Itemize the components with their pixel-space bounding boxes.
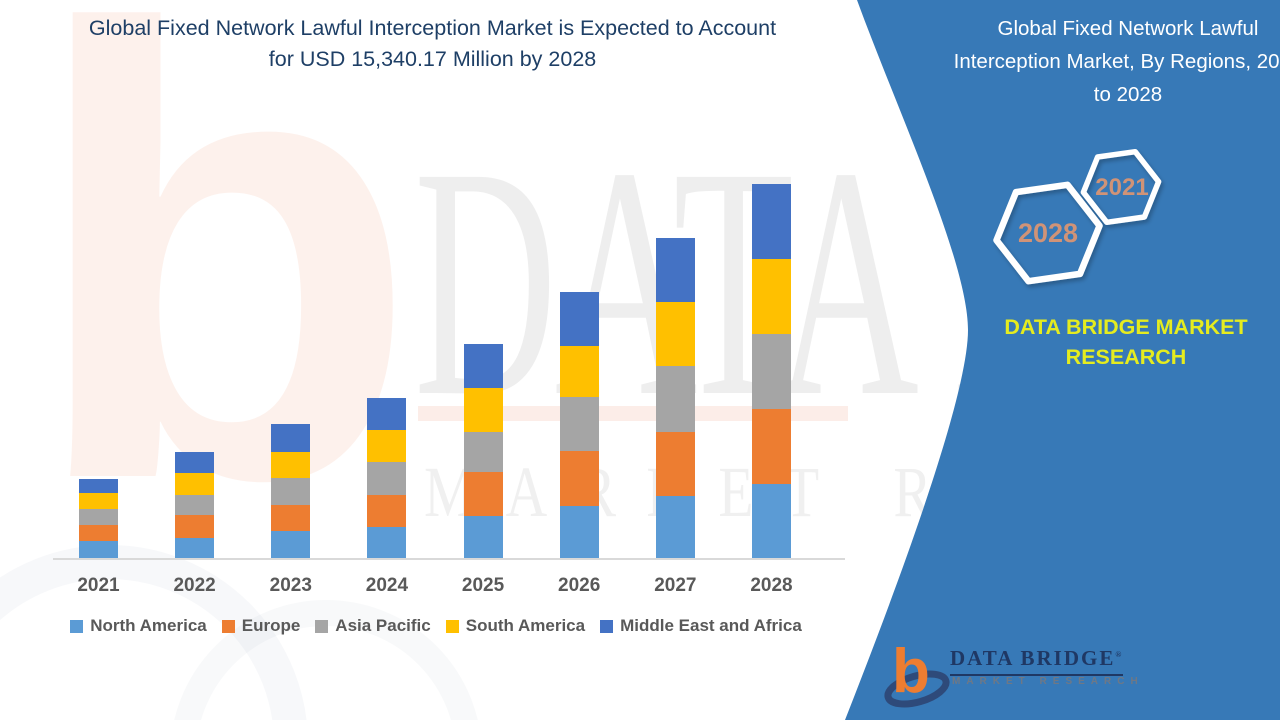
bar-segment-2022-north-america xyxy=(175,538,215,558)
side-panel-shape xyxy=(845,0,1280,720)
x-axis-label-2024: 2024 xyxy=(365,575,409,596)
logo-b-letter: b xyxy=(892,637,930,706)
legend-label: Europe xyxy=(241,616,301,635)
bar-segment-2027-north-america xyxy=(655,496,695,558)
brand-name-text: DATA BRIDGE MARKET RESEARCH xyxy=(1004,315,1248,369)
hexagon-2028-label: 2028 xyxy=(1017,218,1079,248)
bar-segment-2023-south-america xyxy=(271,452,311,478)
hexagon-2021 xyxy=(1080,148,1162,226)
bar-segment-2021-south-america xyxy=(79,493,118,510)
legend-item-south-america: South America xyxy=(445,616,586,636)
legend-label: Asia Pacific xyxy=(335,616,431,635)
x-axis-label-2022: 2022 xyxy=(173,575,216,596)
bar-segment-2028-asia-pacific xyxy=(751,333,791,409)
page-title: Global Fixed Network Lawful Interception… xyxy=(30,13,835,75)
legend-label: South America xyxy=(465,616,586,635)
hexagon-badges xyxy=(993,148,1162,285)
x-axis-label-2025: 2025 xyxy=(461,575,505,596)
bar-segment-2024-europe xyxy=(367,494,407,527)
bar-segment-2026-asia-pacific xyxy=(559,396,599,451)
legend-swatch-icon xyxy=(70,619,84,633)
hexagon-2028 xyxy=(993,181,1103,285)
bar-segment-2026-europe xyxy=(559,450,599,506)
bar-2026 xyxy=(559,291,599,558)
legend-swatch-icon xyxy=(221,619,235,633)
legend-swatch-icon xyxy=(600,619,614,633)
bar-segment-2022-middle-east-and-africa xyxy=(175,452,215,474)
bar-segment-2024-asia-pacific xyxy=(367,461,407,495)
bar-segment-2025-asia-pacific xyxy=(463,431,503,472)
bar-segment-2026-north-america xyxy=(559,505,599,558)
bar-segment-2028-north-america xyxy=(751,484,791,558)
footer-logo-brand-text: DATA BRIDGE xyxy=(950,646,1116,670)
bar-segment-2022-south-america xyxy=(175,473,215,496)
bar-segment-2028-south-america xyxy=(751,258,791,334)
footer-logo-brand: DATA BRIDGE® xyxy=(950,646,1124,676)
bar-segment-2026-middle-east-and-africa xyxy=(559,291,599,346)
bar-segment-2022-asia-pacific xyxy=(175,495,215,516)
footer-logo-registered: ® xyxy=(1115,650,1124,659)
bar-2021 xyxy=(79,479,118,558)
watermark-pink-band xyxy=(418,406,848,421)
side-panel-title: Global Fixed Network Lawful Interception… xyxy=(953,17,1280,106)
logo-swoosh xyxy=(884,670,950,708)
footer-logo-icon: b xyxy=(884,637,950,708)
bar-segment-2028-middle-east-and-africa xyxy=(751,184,791,259)
bar-segment-2025-north-america xyxy=(463,515,503,558)
legend-item-asia-pacific: Asia Pacific xyxy=(315,616,431,636)
bar-2023 xyxy=(271,424,311,558)
bar-segment-2025-middle-east-and-africa xyxy=(463,343,503,388)
bar-2024 xyxy=(367,397,407,558)
bar-segment-2024-north-america xyxy=(367,526,407,558)
bar-segment-2021-north-america xyxy=(79,541,118,558)
bar-segment-2027-south-america xyxy=(655,302,695,367)
bar-segment-2025-south-america xyxy=(463,387,503,432)
bar-segment-2027-europe xyxy=(655,432,695,496)
page-title-line1: Global Fixed Network Lawful Interception… xyxy=(88,16,777,40)
bar-2022 xyxy=(175,452,215,558)
bar-segment-2027-asia-pacific xyxy=(655,366,695,433)
footer-logo-subtitle: MARKET RESEARCH xyxy=(952,676,1144,687)
bar-segment-2021-asia-pacific xyxy=(79,509,118,526)
bar-2027 xyxy=(655,238,695,558)
x-axis-label-2023: 2023 xyxy=(269,575,312,596)
bar-segment-2028-europe xyxy=(751,408,791,484)
page-title-line2: for USD 15,340.17 Million by 2028 xyxy=(268,47,597,71)
x-axis-line xyxy=(53,558,845,560)
x-axis-label-2027: 2027 xyxy=(654,575,697,596)
chart-legend: North America Europe Asia Pacific South Ame… xyxy=(55,616,817,636)
hexagon-2021-label: 2021 xyxy=(1095,174,1149,201)
legend-label: Middle East and Africa xyxy=(620,616,802,635)
x-axis-label-2026: 2026 xyxy=(558,575,601,596)
bar-segment-2026-south-america xyxy=(559,345,599,397)
bar-segment-2023-europe xyxy=(271,505,311,531)
bar-segment-2021-europe xyxy=(79,525,118,541)
bar-segment-2023-north-america xyxy=(271,530,311,558)
bar-segment-2023-asia-pacific xyxy=(271,478,311,505)
legend-item-north-america: North America xyxy=(70,616,207,636)
footer-logo: b DATA BRIDGE® MARKET RESEARCH xyxy=(884,632,1138,712)
bar-segment-2024-south-america xyxy=(367,429,407,462)
legend-swatch-icon xyxy=(445,619,459,633)
bar-2028 xyxy=(751,184,791,558)
legend-item-europe: Europe xyxy=(221,616,301,636)
bar-segment-2024-middle-east-and-africa xyxy=(367,397,407,430)
bar-2025 xyxy=(463,343,503,558)
x-axis-label-2021: 2021 xyxy=(77,575,120,596)
bar-segment-2023-middle-east-and-africa xyxy=(271,424,311,453)
legend-label: North America xyxy=(90,616,207,635)
x-axis-label-2028: 2028 xyxy=(750,575,793,596)
bar-segment-2027-middle-east-and-africa xyxy=(655,238,695,303)
bar-segment-2025-europe xyxy=(463,471,503,516)
legend-item-middle-east-and-africa: Middle East and Africa xyxy=(600,616,802,636)
bar-segment-2022-europe xyxy=(175,515,215,538)
legend-swatch-icon xyxy=(315,619,329,633)
bar-segment-2021-middle-east-and-africa xyxy=(79,479,118,494)
